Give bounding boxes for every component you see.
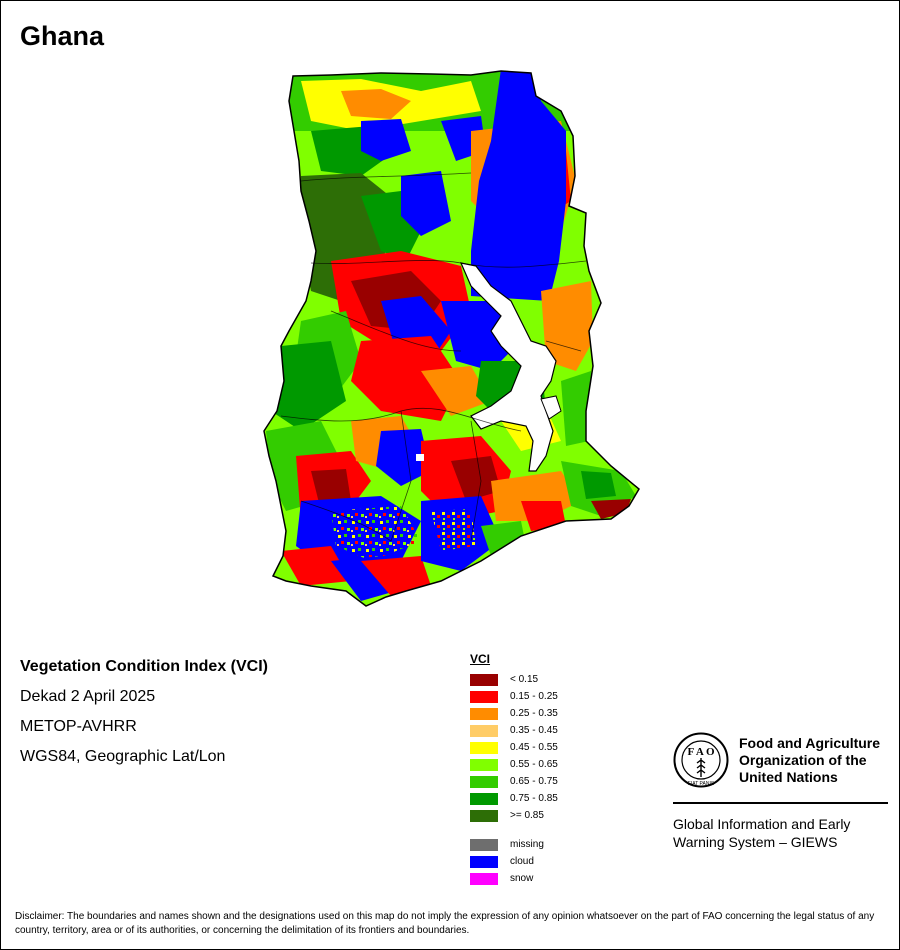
legend-label: 0.25 - 0.35 — [510, 708, 558, 719]
legend-item: snow — [470, 870, 558, 887]
legend-item: < 0.15 — [470, 671, 558, 688]
legend-label: 0.75 - 0.85 — [510, 793, 558, 804]
legend-item: missing — [470, 836, 558, 853]
legend-item: cloud — [470, 853, 558, 870]
svg-text:F A O: F A O — [687, 746, 715, 758]
legend-title: VCI — [470, 652, 491, 666]
lake-bosumtwi — [416, 454, 424, 461]
legend-label: 0.45 - 0.55 — [510, 742, 558, 753]
legend-swatch — [470, 758, 498, 771]
legend-label: 0.65 - 0.75 — [510, 776, 558, 787]
legend-special: missing cloud snow — [470, 836, 558, 887]
legend: VCI < 0.15 0.15 - 0.25 0.25 - 0.35 0.35 - 0… — [470, 652, 558, 887]
disclaimer: Disclaimer: The boundaries and names sho… — [15, 911, 875, 936]
legend-swatch — [470, 809, 498, 822]
legend-item: 0.45 - 0.55 — [470, 739, 558, 756]
giews-name: Global Information and Early Warning Sys… — [673, 816, 851, 850]
legend-label: >= 0.85 — [510, 810, 544, 821]
legend-item: >= 0.85 — [470, 807, 558, 824]
legend-swatch — [470, 724, 498, 737]
map-info: Vegetation Condition Index (VCI) Dekad 2… — [20, 658, 268, 778]
legend-swatch — [470, 673, 498, 686]
index-name: Vegetation Condition Index (VCI) — [20, 658, 268, 675]
legend-item: 0.25 - 0.35 — [470, 705, 558, 722]
period: Dekad 2 April 2025 — [20, 688, 156, 705]
legend-swatch — [470, 872, 498, 885]
legend-item: 0.35 - 0.45 — [470, 722, 558, 739]
legend-label: < 0.15 — [510, 674, 539, 685]
vci-raster — [264, 71, 639, 606]
legend-item: 0.75 - 0.85 — [470, 790, 558, 807]
divider — [673, 802, 888, 804]
legend-swatch — [470, 838, 498, 851]
legend-swatch — [470, 775, 498, 788]
legend-swatch — [470, 792, 498, 805]
org-name: Food and Agriculture Organization of the… — [739, 735, 881, 785]
map-title: Ghana — [20, 21, 105, 51]
legend-swatch — [470, 690, 498, 703]
legend-label: cloud — [510, 856, 534, 867]
legend-classes: < 0.15 0.15 - 0.25 0.25 - 0.35 0.35 - 0.45 0… — [470, 671, 558, 824]
legend-label: missing — [510, 839, 544, 850]
legend-swatch — [470, 707, 498, 720]
fao-logo-icon: F A O FIAT PANIS — [673, 732, 729, 788]
legend-swatch — [470, 855, 498, 868]
legend-label: snow — [510, 873, 534, 884]
lake-volta-arm — [540, 395, 562, 420]
lake-volta — [459, 262, 557, 472]
legend-label: 0.35 - 0.45 — [510, 725, 558, 736]
projection: WGS84, Geographic Lat/Lon — [20, 748, 226, 765]
legend-item: 0.15 - 0.25 — [470, 688, 558, 705]
fao-logo-motto: FIAT PANIS — [688, 781, 715, 787]
legend-label: 0.55 - 0.65 — [510, 759, 558, 770]
legend-label: 0.15 - 0.25 — [510, 691, 558, 702]
legend-item: 0.55 - 0.65 — [470, 756, 558, 773]
legend-swatch — [470, 741, 498, 754]
legend-item: 0.65 - 0.75 — [470, 773, 558, 790]
sensor: METOP-AVHRR — [20, 718, 137, 735]
region-boundaries — [280, 172, 587, 542]
